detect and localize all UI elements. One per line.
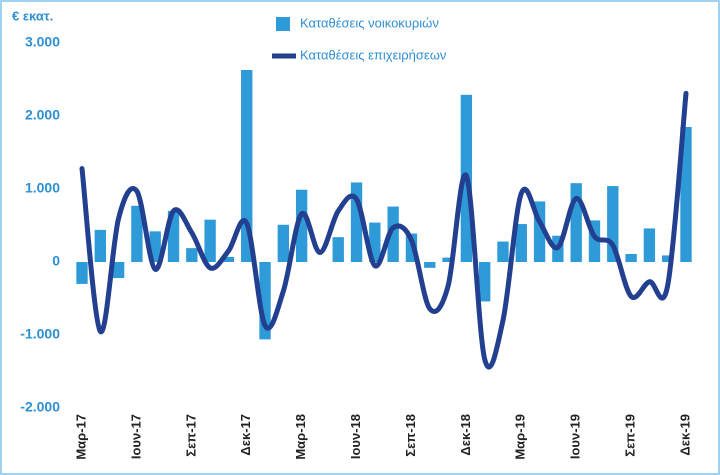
bar bbox=[625, 253, 637, 262]
x-tick-label: Δεκ-17 bbox=[238, 414, 253, 456]
y-tick-label: -1.000 bbox=[20, 326, 60, 342]
bar bbox=[222, 256, 235, 262]
bar bbox=[442, 257, 454, 262]
bar bbox=[204, 219, 216, 262]
bar bbox=[478, 262, 491, 302]
y-tick-label: 0 bbox=[52, 253, 60, 269]
bar bbox=[607, 186, 619, 262]
y-tick-label: 3.000 bbox=[25, 34, 60, 50]
x-tick-label: Σεπ-18 bbox=[403, 414, 418, 457]
bar bbox=[515, 224, 527, 262]
bar bbox=[241, 70, 253, 262]
legend-label: Καταθέσεις νοικοκυριών bbox=[300, 15, 439, 30]
x-tick-label: Μαρ-17 bbox=[73, 414, 88, 460]
bar bbox=[588, 220, 601, 262]
x-tick-label: Ιουν-18 bbox=[348, 414, 363, 459]
bar bbox=[497, 241, 509, 262]
bar bbox=[259, 262, 271, 340]
bar bbox=[112, 262, 125, 279]
x-tick-label: Ιουν-19 bbox=[568, 414, 583, 459]
x-tick-label: Σεπ-19 bbox=[623, 414, 638, 457]
bar bbox=[570, 183, 582, 262]
y-tick-label: -2.000 bbox=[20, 399, 60, 415]
bar bbox=[186, 248, 198, 262]
bar bbox=[332, 237, 344, 262]
bar bbox=[295, 189, 308, 262]
y-tick-label: 2.000 bbox=[25, 107, 60, 123]
x-tick-label: Σεπ-17 bbox=[183, 414, 198, 457]
bar bbox=[277, 224, 290, 262]
x-tick-label: Δεκ-18 bbox=[458, 414, 473, 456]
bar bbox=[662, 255, 674, 262]
bar bbox=[369, 222, 381, 262]
unit-label: € εκατ. bbox=[12, 8, 53, 23]
bar bbox=[167, 210, 180, 262]
y-tick-label: 1.000 bbox=[25, 180, 60, 196]
x-tick-label: Μαρ-18 bbox=[293, 414, 308, 460]
bar bbox=[76, 262, 88, 284]
bar bbox=[149, 231, 161, 262]
bar bbox=[680, 126, 692, 262]
bar bbox=[387, 206, 399, 262]
bar bbox=[424, 262, 436, 268]
legend-swatch bbox=[276, 17, 290, 31]
bar bbox=[94, 229, 106, 262]
x-tick-label: Δεκ-19 bbox=[677, 414, 692, 456]
legend-label: Καταθέσεις επιχειρήσεων bbox=[300, 47, 446, 62]
x-tick-label: Ιουν-17 bbox=[128, 414, 143, 459]
bar bbox=[131, 205, 143, 262]
x-tick-label: Μαρ-19 bbox=[513, 414, 528, 460]
bar bbox=[643, 228, 656, 262]
bar bbox=[533, 201, 546, 262]
line bbox=[79, 90, 689, 370]
bar bbox=[350, 182, 363, 262]
